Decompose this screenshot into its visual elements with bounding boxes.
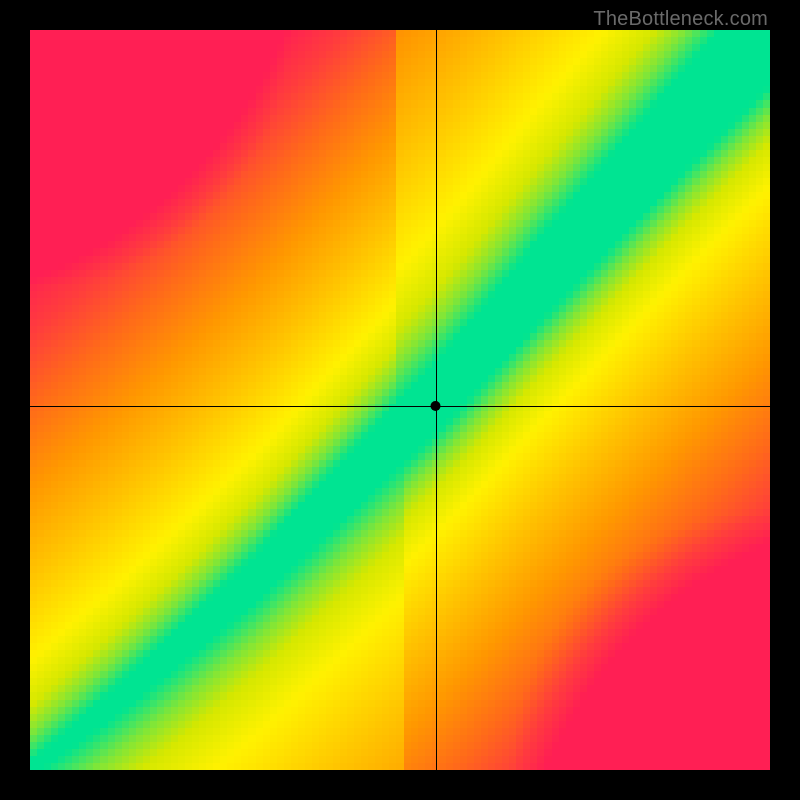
heatmap-plot xyxy=(30,30,770,770)
heatmap-canvas xyxy=(30,30,770,770)
watermark-text: TheBottleneck.com xyxy=(593,8,768,31)
